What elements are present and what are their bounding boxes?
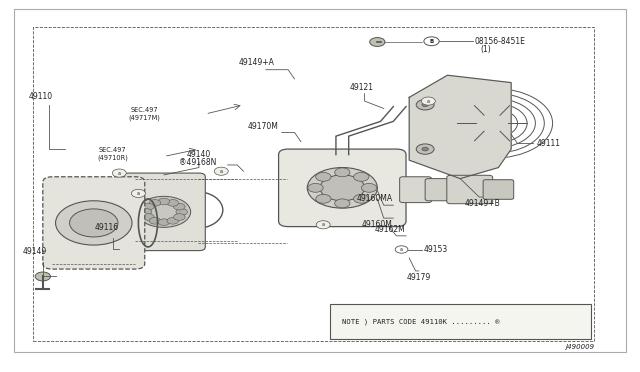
Circle shape [137,196,191,227]
Circle shape [35,272,51,281]
Circle shape [167,218,179,224]
Text: 49170M: 49170M [248,122,278,131]
Text: a: a [427,99,430,103]
FancyBboxPatch shape [399,177,431,203]
FancyBboxPatch shape [330,304,591,339]
Text: NOTE ) PARTS CODE 49110K ......... ®: NOTE ) PARTS CODE 49110K ......... ® [342,318,500,325]
Circle shape [422,103,428,107]
Text: a: a [118,171,121,176]
Circle shape [140,209,152,215]
Text: a: a [220,169,223,174]
Bar [33,27,594,341]
Text: a: a [137,191,140,196]
Polygon shape [409,75,511,179]
Text: a: a [322,222,324,227]
Circle shape [362,183,377,192]
Circle shape [316,195,331,203]
Text: 49121: 49121 [349,83,373,92]
Circle shape [335,168,350,177]
Text: 49160MA: 49160MA [356,194,393,203]
Circle shape [353,195,369,203]
FancyBboxPatch shape [122,173,205,251]
Circle shape [370,38,385,46]
Circle shape [158,219,170,225]
Text: 08156-8451E: 08156-8451E [474,37,525,46]
Text: SEC.497
(49710R): SEC.497 (49710R) [97,147,129,160]
Text: (1): (1) [480,45,491,54]
Text: 49111: 49111 [537,139,561,148]
Circle shape [143,203,154,210]
Text: 49149+A: 49149+A [238,58,274,67]
Circle shape [167,199,179,206]
FancyBboxPatch shape [483,180,514,199]
Text: 49160M: 49160M [362,220,393,229]
Circle shape [316,221,330,229]
Circle shape [173,214,185,220]
Text: a: a [400,247,403,252]
Text: 49179: 49179 [406,273,431,282]
Circle shape [149,218,161,224]
Circle shape [416,100,434,110]
Text: SEC.497
(49717M): SEC.497 (49717M) [129,107,161,121]
FancyBboxPatch shape [425,179,454,201]
Circle shape [335,199,350,208]
Circle shape [112,169,126,177]
Circle shape [70,209,118,237]
Text: J490009: J490009 [565,344,594,350]
Circle shape [173,203,185,210]
FancyBboxPatch shape [43,177,145,269]
Text: 49116: 49116 [95,223,118,232]
Circle shape [416,144,434,154]
Circle shape [308,183,323,192]
Text: 49110: 49110 [29,92,53,101]
Text: 49140: 49140 [187,150,211,160]
FancyBboxPatch shape [278,149,406,227]
Circle shape [214,167,228,175]
Circle shape [353,173,369,181]
Text: ®49168N: ®49168N [179,158,217,167]
Text: 49149+B: 49149+B [465,199,500,208]
Text: 49149: 49149 [22,247,47,256]
Circle shape [320,175,365,201]
Circle shape [143,214,154,220]
Circle shape [131,189,145,198]
Circle shape [422,147,428,151]
Circle shape [307,167,378,208]
FancyBboxPatch shape [447,175,493,204]
Circle shape [149,199,161,206]
Circle shape [421,97,435,105]
Text: B: B [429,39,434,44]
Circle shape [316,173,331,181]
Text: 49153: 49153 [423,245,447,254]
Text: 49162M: 49162M [374,225,405,234]
Circle shape [158,198,170,205]
Circle shape [176,209,188,215]
Circle shape [56,201,132,245]
